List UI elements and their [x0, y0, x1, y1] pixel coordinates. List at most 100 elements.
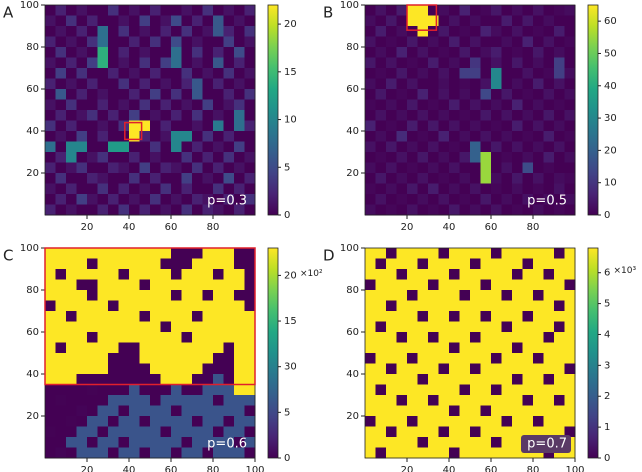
- cell: [428, 173, 439, 184]
- panel-label: D: [323, 247, 335, 265]
- cell: [417, 131, 429, 142]
- cell: [512, 248, 523, 259]
- cell: [365, 78, 376, 90]
- colorbar-tick-label: 15: [284, 316, 297, 327]
- cell: [459, 120, 471, 132]
- cell: [543, 141, 555, 153]
- cell: [202, 152, 214, 163]
- cell: [501, 384, 513, 396]
- colorbar-tick-label: 15: [284, 67, 297, 78]
- cell: [449, 300, 460, 312]
- cell: [480, 110, 492, 121]
- cell: [396, 5, 408, 16]
- cell: [213, 36, 224, 48]
- cell: [375, 141, 387, 153]
- cell: [87, 447, 98, 459]
- cell: [407, 258, 418, 270]
- cell: [76, 405, 88, 417]
- cell: [449, 68, 460, 79]
- cell: [202, 279, 214, 291]
- cell: [223, 26, 235, 37]
- cell: [554, 405, 565, 417]
- cell: [223, 173, 235, 184]
- cell: [554, 162, 565, 174]
- cell: [438, 89, 450, 100]
- cell: [244, 384, 256, 396]
- cell: [407, 395, 418, 406]
- cell: [55, 89, 67, 100]
- cell: [181, 183, 193, 195]
- cell: [491, 173, 502, 184]
- cell: [234, 321, 245, 333]
- cell: [234, 342, 245, 354]
- cell: [181, 26, 193, 37]
- cell: [543, 162, 555, 174]
- cell: [449, 15, 460, 27]
- cell: [428, 36, 439, 48]
- cell: [202, 269, 214, 280]
- cell: [375, 47, 387, 58]
- cell: [459, 248, 471, 259]
- cell: [386, 26, 397, 37]
- cell: [108, 173, 119, 184]
- cell: [150, 269, 161, 280]
- cell: [449, 173, 460, 184]
- cell: [45, 15, 56, 27]
- cell: [192, 15, 203, 27]
- cell: [108, 384, 119, 396]
- cell: [480, 332, 492, 343]
- cell: [449, 162, 460, 174]
- cell: [459, 311, 471, 322]
- cell: [87, 110, 98, 121]
- cell: [533, 426, 544, 438]
- cell: [97, 269, 109, 280]
- cell: [522, 363, 534, 375]
- cell: [375, 258, 387, 270]
- cell: [491, 110, 502, 121]
- cell: [118, 57, 130, 69]
- cell: [407, 89, 418, 100]
- cell: [223, 426, 235, 438]
- cell: [202, 173, 214, 184]
- cell: [244, 152, 256, 163]
- cell: [66, 416, 77, 427]
- cell: [491, 321, 502, 333]
- cell: [150, 141, 161, 153]
- cell: [375, 78, 387, 90]
- cell: [97, 120, 109, 132]
- cell: [244, 269, 256, 280]
- cell: [234, 447, 245, 459]
- cell: [181, 395, 193, 406]
- cell: [543, 89, 555, 100]
- cell: [491, 120, 502, 132]
- cell: [459, 258, 471, 270]
- cell: [554, 194, 565, 205]
- cell: [192, 311, 203, 322]
- cell: [407, 99, 418, 111]
- cell: [87, 395, 98, 406]
- cell: [554, 311, 565, 322]
- cell: [386, 162, 397, 174]
- cell: [459, 183, 471, 195]
- cell: [417, 437, 429, 448]
- cell: [160, 437, 172, 448]
- cell: [459, 5, 471, 16]
- cell: [108, 248, 119, 259]
- y-tick-label: 100: [340, 243, 359, 254]
- cell: [234, 36, 245, 48]
- cell: [87, 141, 98, 153]
- cell: [386, 5, 397, 16]
- cell: [181, 141, 193, 153]
- colorbar-tick-label: 40: [604, 81, 617, 92]
- cell: [118, 426, 130, 438]
- cell: [375, 384, 387, 396]
- cell: [407, 36, 418, 48]
- cell: [512, 89, 523, 100]
- cell: [522, 99, 534, 111]
- cell: [234, 26, 245, 37]
- cell: [459, 363, 471, 375]
- cell: [365, 395, 376, 406]
- cell: [365, 374, 376, 385]
- cell: [428, 269, 439, 280]
- cell: [244, 279, 256, 291]
